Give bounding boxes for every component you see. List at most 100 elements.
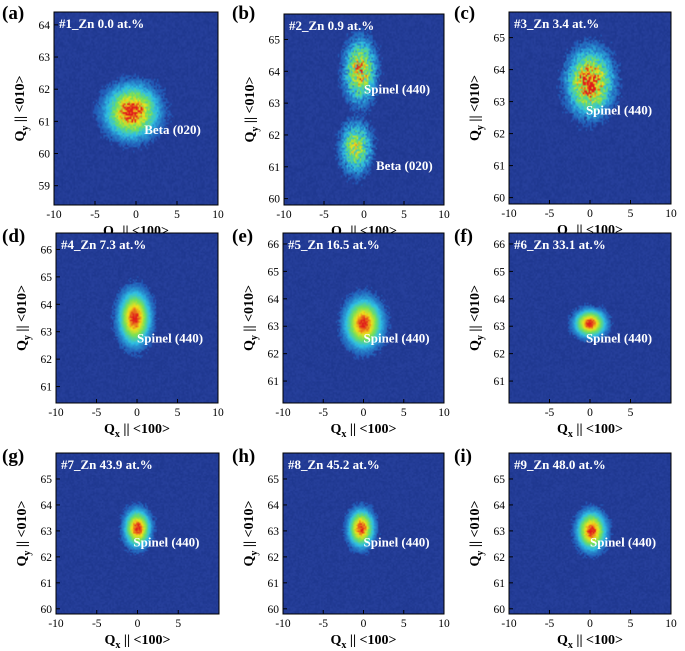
panel-title: #8_Zn 45.2 at.% xyxy=(288,457,380,472)
x-tick-label: 10 xyxy=(212,209,224,221)
x-tick-label: 10 xyxy=(665,618,677,630)
y-tick-label: 61 xyxy=(41,578,53,590)
y-axis-label: Qy || <010> xyxy=(242,500,260,566)
x-tick-label: -5 xyxy=(545,407,555,419)
y-tick-label: 63 xyxy=(39,52,51,64)
x-tick-label: 5 xyxy=(175,407,181,419)
x-axis-label: Qx || <100> xyxy=(330,422,396,440)
panel-3: -10 -5 0 5 10 60 61 62 63 64 65 #3_Zn 3.4 at.% Spine… xyxy=(454,3,677,241)
y-tick-label: 64 xyxy=(269,66,281,78)
panel-letter: (h) xyxy=(232,446,255,467)
y-tick-label: 62 xyxy=(494,349,506,361)
x-tick-label: -10 xyxy=(501,618,517,630)
x-tick-label: -10 xyxy=(48,407,64,419)
y-tick-label: 64 xyxy=(39,20,51,32)
peak-annotation: Spinel (440) xyxy=(364,331,430,346)
y-tick-label: 63 xyxy=(494,321,506,333)
peak-annotation: Spinel (440) xyxy=(364,82,430,97)
y-tick-label: 65 xyxy=(494,474,506,486)
x-tick-label: 0 xyxy=(135,618,141,630)
y-tick-label: 59 xyxy=(39,181,51,193)
x-tick-label: -5 xyxy=(318,407,328,419)
x-tick-label: 0 xyxy=(361,209,367,221)
peak-annotation: Spinel (440) xyxy=(137,331,203,346)
y-tick-label: 60 xyxy=(268,604,280,616)
x-axis-label: Qx || <100> xyxy=(104,422,170,440)
x-tick-label: 0 xyxy=(587,618,593,630)
x-tick-label: -10 xyxy=(48,618,64,630)
x-tick-label: -5 xyxy=(545,208,555,220)
y-axis-label: Qy || <010> xyxy=(13,75,31,141)
y-tick-label: 61 xyxy=(494,376,506,388)
y-tick-label: 65 xyxy=(268,474,280,486)
y-tick-label: 61 xyxy=(269,162,281,174)
y-tick-label: 64 xyxy=(268,500,280,512)
y-tick-label: 64 xyxy=(494,65,506,77)
y-tick-label: 61 xyxy=(39,116,51,128)
y-axis-label: Qy || <010> xyxy=(468,75,486,141)
x-tick-label: -5 xyxy=(92,618,102,630)
x-tick-label: 10 xyxy=(212,407,224,419)
panel-letter: (d) xyxy=(2,226,25,247)
y-tick-label: 66 xyxy=(494,239,506,251)
x-tick-label: -10 xyxy=(276,209,292,221)
y-axis-label: Qy || <010> xyxy=(468,285,486,351)
panel-6: -5 0 5 61 62 63 64 65 66 #6_Zn 33.1 at.% Spinel (4… xyxy=(454,226,672,440)
y-tick-label: 63 xyxy=(41,327,53,339)
x-tick-label: -5 xyxy=(90,209,100,221)
panel-1: -10 -5 0 5 10 59 60 61 62 63 64 #1_Zn 0.0 at.% Beta … xyxy=(2,3,224,242)
y-tick-label: 60 xyxy=(39,149,51,161)
panel-title: #6_Zn 33.1 at.% xyxy=(514,237,606,252)
y-tick-label: 64 xyxy=(268,294,280,306)
x-tick-label: 10 xyxy=(438,209,450,221)
y-tick-label: 62 xyxy=(41,354,53,366)
y-tick-label: 63 xyxy=(268,321,280,333)
panel-title: #2_Zn 0.9 at.% xyxy=(289,18,374,33)
y-tick-label: 63 xyxy=(41,526,53,538)
y-tick-label: 62 xyxy=(41,552,53,564)
heatmap-image xyxy=(509,453,671,614)
y-tick-label: 62 xyxy=(268,349,280,361)
panel-title: #3_Zn 3.4 at.% xyxy=(514,16,599,31)
panel-5: -10 -5 0 5 10 61 62 63 64 65 66 #5_Zn 16.5 at.% Spin… xyxy=(232,226,450,440)
peak-annotation: Beta (020) xyxy=(376,158,433,173)
y-tick-label: 63 xyxy=(269,98,281,110)
heatmap-image xyxy=(283,233,444,403)
y-axis-label: Qy || <010> xyxy=(15,500,33,566)
x-tick-label: -5 xyxy=(545,618,555,630)
panel-letter: (c) xyxy=(454,3,475,24)
y-tick-label: 63 xyxy=(494,97,506,109)
y-axis-label: Qy || <010> xyxy=(468,500,486,566)
y-axis-label: Qy || <010> xyxy=(15,285,33,351)
y-tick-label: 62 xyxy=(494,129,506,141)
peak-annotation: Beta (020) xyxy=(144,122,201,137)
x-tick-label: 5 xyxy=(628,618,634,630)
x-tick-label: 0 xyxy=(133,209,139,221)
peak-annotation: Spinel (440) xyxy=(133,534,199,549)
y-tick-label: 64 xyxy=(41,500,53,512)
panel-letter: (i) xyxy=(454,446,472,467)
panel-title: #1_Zn 0.0 at.% xyxy=(59,16,144,31)
y-tick-label: 65 xyxy=(268,266,280,278)
y-tick-label: 64 xyxy=(494,500,506,512)
y-tick-label: 60 xyxy=(269,194,281,206)
peak-annotation: Spinel (440) xyxy=(586,102,652,117)
y-tick-label: 65 xyxy=(269,34,281,46)
panel-8: -10 -5 0 5 10 60 61 62 63 64 65 #8_Zn 45.2 at.% Spin… xyxy=(232,446,450,651)
heatmap-image xyxy=(54,12,218,205)
y-tick-label: 63 xyxy=(268,526,280,538)
heatmap-image xyxy=(283,453,444,614)
y-axis-label: Qy || <010> xyxy=(243,76,261,142)
x-tick-label: -10 xyxy=(275,407,291,419)
x-tick-label: 5 xyxy=(628,208,634,220)
y-tick-label: 62 xyxy=(39,84,51,96)
y-tick-label: 61 xyxy=(268,376,280,388)
panel-letter: (g) xyxy=(2,446,24,467)
x-tick-label: 10 xyxy=(438,407,450,419)
y-tick-label: 65 xyxy=(494,266,506,278)
x-tick-label: 5 xyxy=(401,618,407,630)
panel-4: -10 -5 0 5 10 61 62 63 64 65 66 #4_Zn 7.3 at.% Spine… xyxy=(2,226,224,440)
y-tick-label: 63 xyxy=(494,526,506,538)
y-tick-label: 62 xyxy=(269,130,281,142)
panel-letter: (a) xyxy=(2,3,24,24)
